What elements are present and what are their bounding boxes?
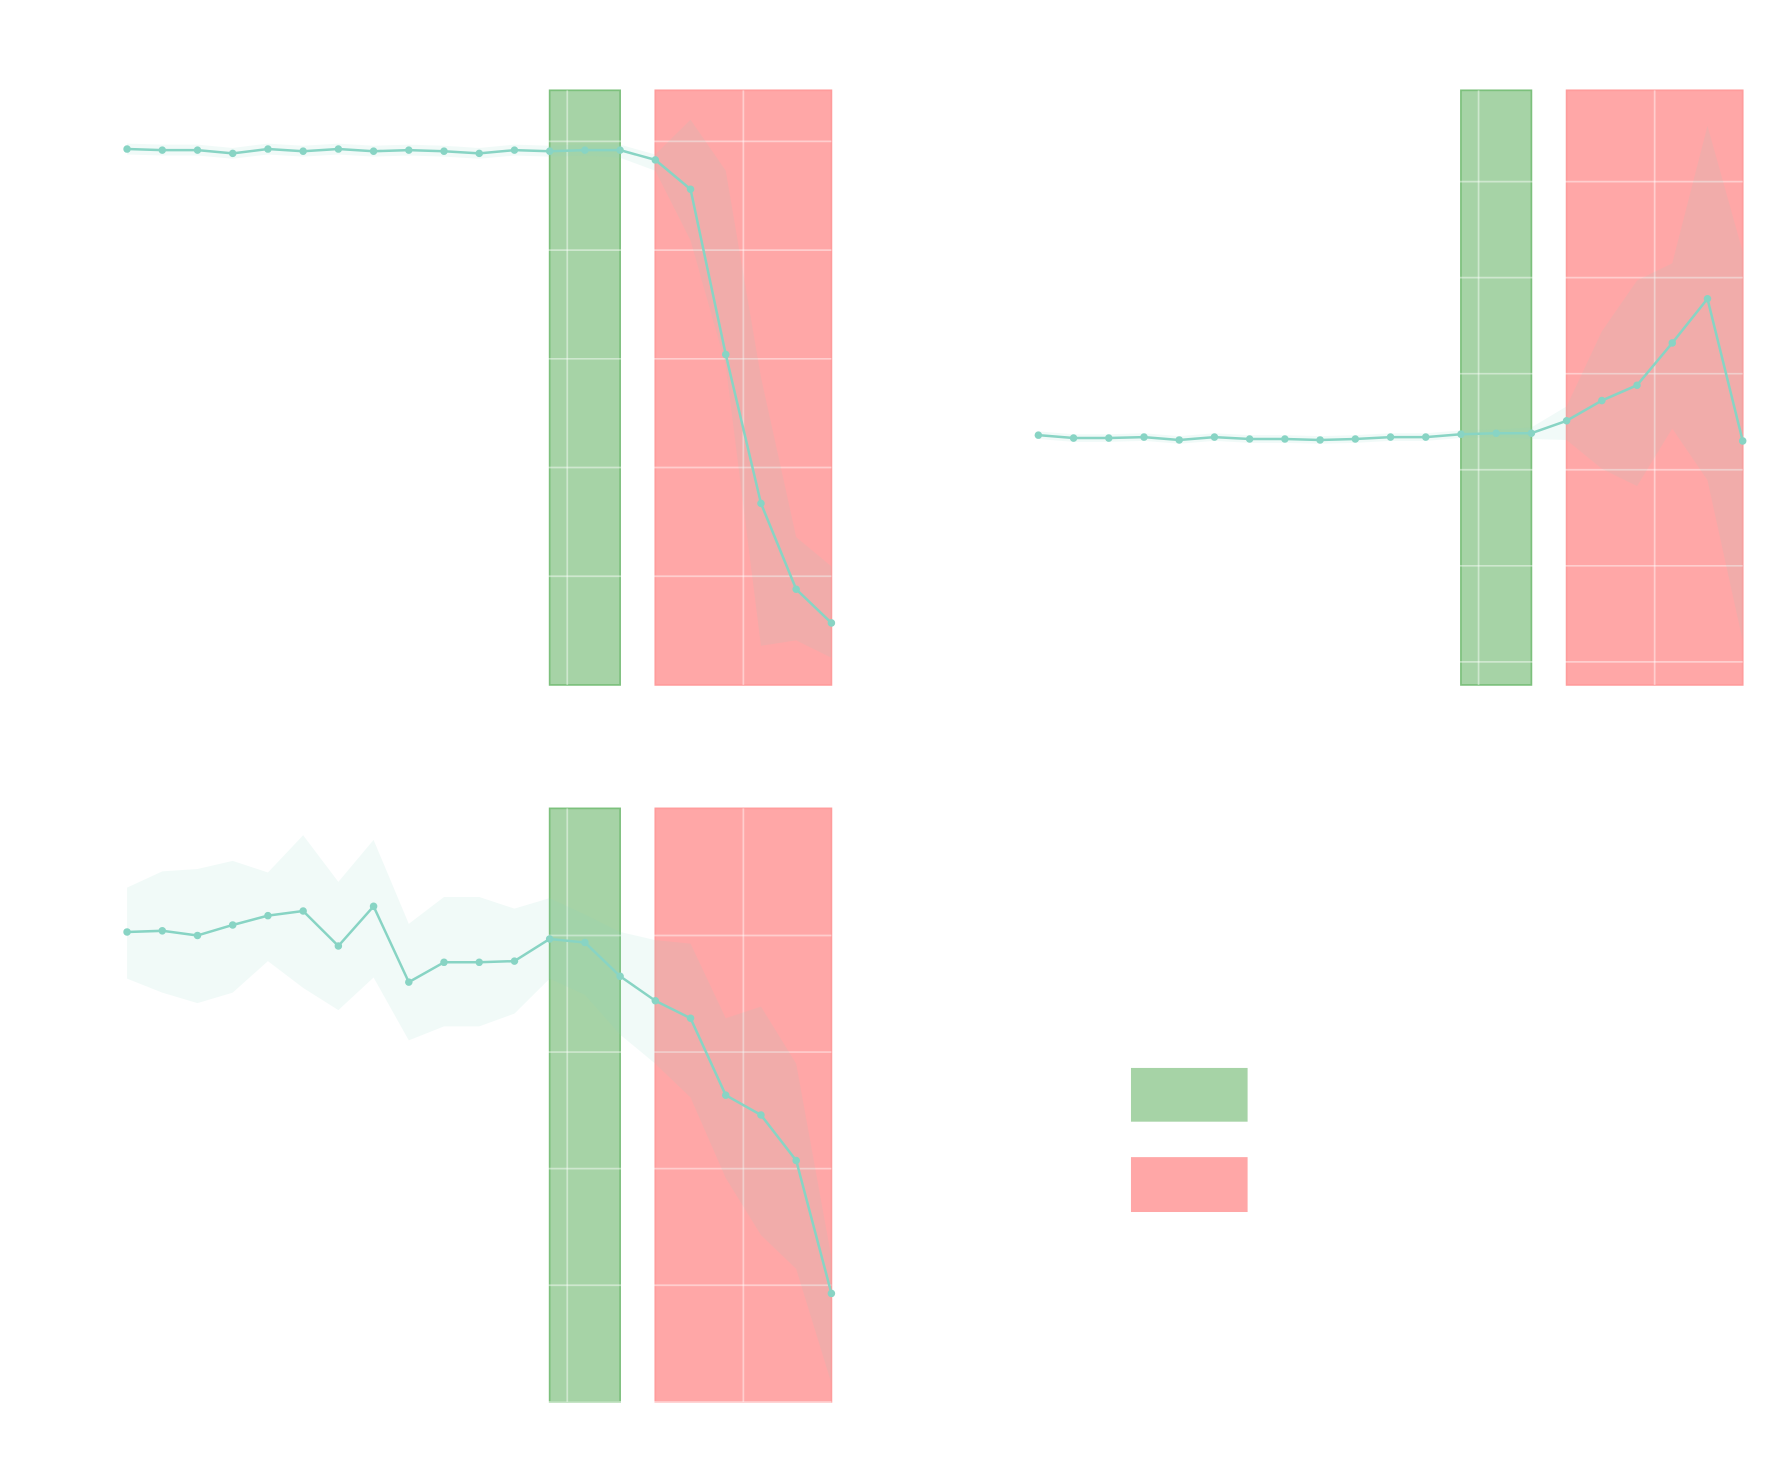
- data-point: [510, 957, 519, 965]
- data-point: [1175, 436, 1183, 444]
- data-point: [1281, 435, 1289, 443]
- data-point: [369, 902, 378, 911]
- data-point: [193, 931, 202, 940]
- data-point: [1562, 416, 1571, 425]
- data-point: [334, 942, 343, 950]
- legend-swatch-red: [1130, 1157, 1248, 1213]
- data-point: [228, 921, 237, 929]
- panel-top-right: [1034, 89, 1747, 686]
- data-point: [827, 1289, 836, 1298]
- data-point: [1316, 436, 1324, 444]
- data-point: [757, 1111, 765, 1119]
- data-point: [193, 146, 202, 154]
- data-point: [405, 146, 413, 154]
- data-point: [440, 147, 448, 155]
- panel-bottom-left: [123, 807, 836, 1403]
- data-point: [510, 146, 519, 154]
- data-point: [299, 147, 307, 155]
- data-point: [1245, 435, 1254, 443]
- data-point: [757, 499, 765, 508]
- data-point: [616, 146, 624, 154]
- panel-top-left: [123, 89, 836, 686]
- data-point: [1351, 435, 1360, 443]
- data-point: [792, 585, 800, 594]
- data-point: [1703, 294, 1712, 303]
- data-point: [651, 996, 660, 1005]
- region-green: [548, 807, 621, 1403]
- data-point: [721, 1091, 730, 1099]
- data-point: [581, 146, 589, 154]
- data-point: [264, 145, 272, 153]
- data-point: [1034, 431, 1043, 439]
- data-point: [1633, 381, 1641, 389]
- data-point: [158, 927, 167, 935]
- data-point: [1105, 434, 1113, 442]
- data-point: [1386, 433, 1395, 441]
- data-point: [651, 156, 660, 164]
- data-point: [1210, 433, 1219, 441]
- data-point: [1668, 339, 1677, 347]
- data-point: [264, 911, 272, 920]
- data-point: [1069, 434, 1078, 442]
- data-point: [475, 958, 484, 967]
- data-point: [686, 1014, 695, 1023]
- confidence-band: [127, 835, 832, 1384]
- region-green: [1460, 89, 1533, 686]
- data-point: [369, 147, 378, 155]
- data-point: [1140, 433, 1148, 441]
- region-green: [548, 89, 621, 686]
- data-point: [299, 907, 307, 915]
- data-point: [792, 1156, 800, 1165]
- data-point: [1492, 429, 1500, 438]
- data-point: [123, 928, 131, 936]
- data-point: [158, 146, 167, 154]
- data-point: [827, 619, 836, 627]
- data-point: [581, 938, 589, 947]
- data-point: [228, 149, 237, 158]
- data-point: [1738, 437, 1747, 445]
- data-point: [405, 978, 413, 986]
- data-point: [616, 972, 624, 981]
- data-point: [545, 935, 554, 943]
- data-point: [1598, 396, 1606, 405]
- data-point: [1527, 429, 1536, 438]
- confidence-band: [127, 119, 832, 658]
- legend: [1130, 1067, 1248, 1213]
- data-point: [1421, 433, 1430, 441]
- data-point: [475, 149, 484, 158]
- data-point: [440, 958, 448, 967]
- region-red: [654, 89, 833, 686]
- data-point: [545, 147, 554, 155]
- data-point: [334, 145, 343, 153]
- legend-swatch-green: [1130, 1067, 1248, 1122]
- region-red: [1565, 89, 1744, 686]
- data-point: [1457, 430, 1465, 438]
- confidence-band: [1038, 125, 1743, 641]
- data-point: [686, 185, 695, 194]
- data-point: [721, 350, 730, 359]
- data-point: [123, 145, 131, 153]
